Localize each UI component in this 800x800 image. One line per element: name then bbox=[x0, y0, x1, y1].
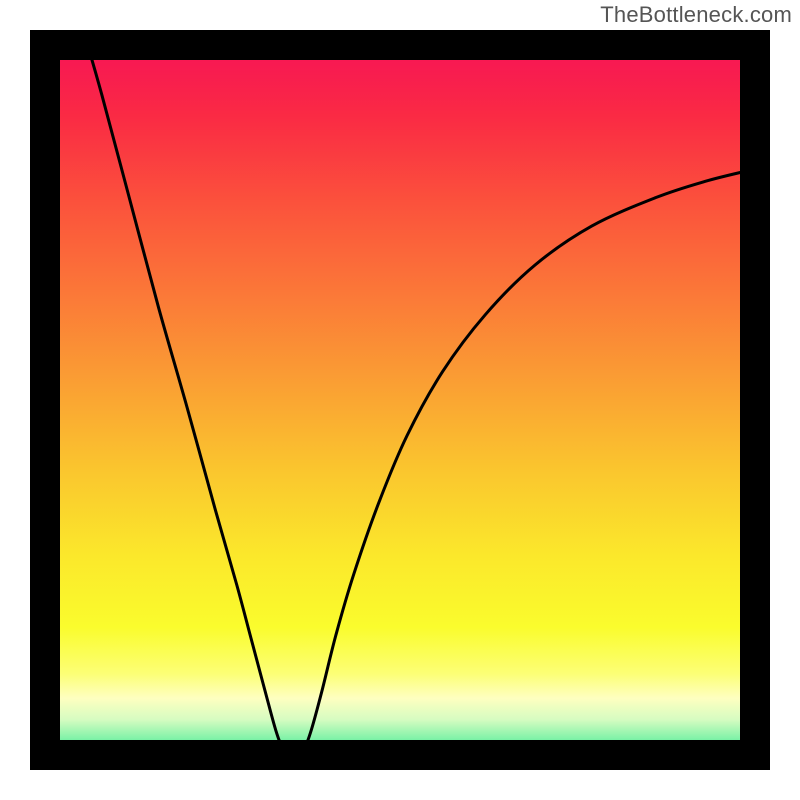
gradient-background bbox=[45, 45, 755, 755]
chart-container: { "watermark": { "text": "TheBottleneck.… bbox=[0, 0, 800, 800]
watermark-label: TheBottleneck.com bbox=[600, 2, 792, 28]
bottleneck-chart bbox=[0, 0, 800, 800]
